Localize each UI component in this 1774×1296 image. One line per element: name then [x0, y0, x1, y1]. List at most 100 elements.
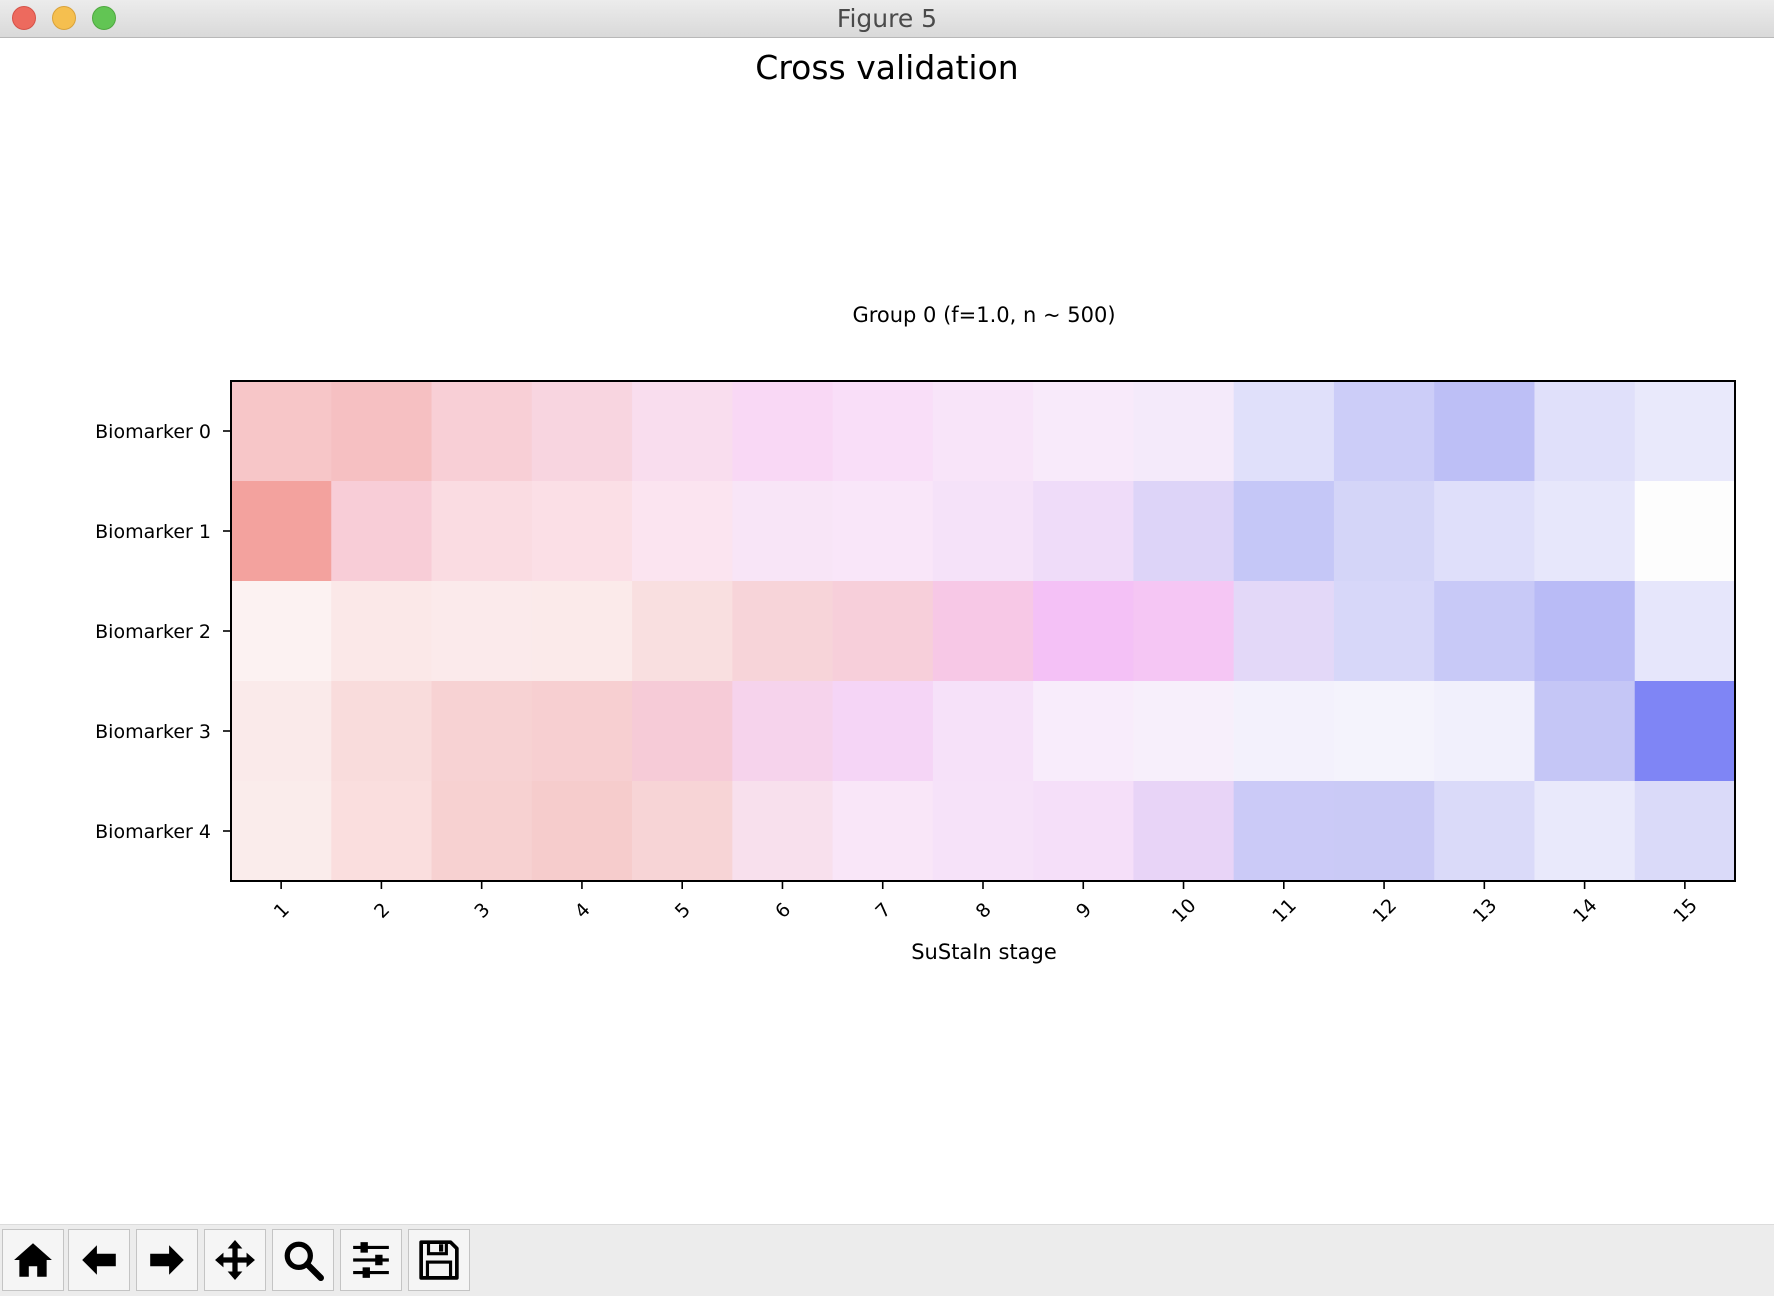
- x-axis: 1 2 3 4 5 6 7 8 9 10 11 12 13 14 15: [270, 881, 1702, 927]
- heatmap-cell: [431, 581, 533, 682]
- heatmap-cell: [1233, 581, 1335, 682]
- save-button[interactable]: [408, 1229, 470, 1291]
- heatmap-cell: [1033, 781, 1134, 882]
- arrow-right-icon: [150, 1245, 184, 1275]
- heatmap-cell: [231, 781, 332, 882]
- heatmap-cell: [531, 381, 633, 482]
- y-tick-label: Biomarker 0: [95, 421, 211, 443]
- heatmap-cell: [1033, 581, 1134, 682]
- x-tick-label: 3: [470, 899, 494, 923]
- home-icon: [14, 1243, 52, 1277]
- heatmap-cell: [231, 581, 332, 682]
- heatmap-cells: [231, 381, 1736, 882]
- heatmap-cell: [632, 581, 733, 682]
- heatmap-cell: [632, 781, 733, 882]
- heatmap-cell: [1534, 781, 1636, 882]
- heatmap-cell: [531, 681, 633, 782]
- heatmap-cell: [1033, 381, 1134, 482]
- heatmap-cell: [531, 581, 633, 682]
- heatmap-cell: [732, 581, 834, 682]
- heatmap-cell: [1233, 781, 1335, 882]
- home-button[interactable]: [2, 1229, 64, 1291]
- heatmap-cell: [431, 781, 533, 882]
- heatmap-cell: [1033, 681, 1134, 782]
- heatmap-cell: [1634, 681, 1736, 782]
- heatmap-cell: [1434, 381, 1535, 482]
- heatmap-cell: [1133, 581, 1235, 682]
- x-tick-label: 7: [871, 899, 895, 923]
- x-tick-label: 8: [972, 899, 996, 923]
- heatmap-cell: [932, 681, 1034, 782]
- figure-canvas: Cross validation Group 0 (f=1.0, n ~ 500…: [0, 38, 1774, 1224]
- sliders-icon: [353, 1242, 389, 1278]
- x-tick-label: 11: [1268, 894, 1301, 927]
- heatmap-cell: [1133, 381, 1235, 482]
- heatmap-cell: [1534, 581, 1636, 682]
- heatmap-cell: [1434, 481, 1535, 582]
- arrow-left-icon: [82, 1245, 116, 1275]
- heatmap-cell: [632, 681, 733, 782]
- heatmap-cell: [331, 381, 433, 482]
- heatmap-cell: [231, 481, 332, 582]
- heatmap-cell: [1333, 781, 1435, 882]
- heatmap-cell: [1434, 781, 1535, 882]
- heatmap-cell: [231, 681, 332, 782]
- heatmap-cell: [832, 481, 934, 582]
- heatmap-cell: [1634, 781, 1736, 882]
- zoom-button[interactable]: [272, 1229, 334, 1291]
- heatmap-cell: [832, 781, 934, 882]
- heatmap-cell: [1033, 481, 1134, 582]
- configure-subplots-button[interactable]: [340, 1229, 402, 1291]
- back-button[interactable]: [68, 1229, 130, 1291]
- maximize-window-button[interactable]: [92, 6, 116, 30]
- heatmap-cell: [1333, 381, 1435, 482]
- heatmap-cell: [1333, 581, 1435, 682]
- heatmap-cell: [932, 381, 1034, 482]
- y-tick-label: Biomarker 4: [95, 821, 211, 843]
- x-tick-label: 1: [270, 899, 294, 923]
- x-tick-label: 10: [1168, 894, 1201, 927]
- heatmap-cell: [1434, 681, 1535, 782]
- heatmap-cell: [1133, 781, 1235, 882]
- heatmap-cell: [1634, 481, 1736, 582]
- heatmap-cell: [732, 781, 834, 882]
- floppy-icon: [419, 1240, 459, 1280]
- heatmap-cell: [331, 681, 433, 782]
- heatmap-cell: [932, 481, 1034, 582]
- heatmap-cell: [1333, 481, 1435, 582]
- heatmap-cell: [231, 381, 332, 482]
- heatmap-cell: [1634, 381, 1736, 482]
- heatmap-chart: Cross validation Group 0 (f=1.0, n ~ 500…: [95, 48, 1736, 964]
- forward-button[interactable]: [136, 1229, 198, 1291]
- window-title: Figure 5: [836, 4, 938, 33]
- heatmap-cell: [1233, 381, 1335, 482]
- y-tick-label: Biomarker 3: [95, 721, 211, 743]
- heatmap-cell: [1434, 581, 1535, 682]
- heatmap-cell: [932, 781, 1034, 882]
- x-tick-label: 6: [771, 899, 795, 923]
- y-tick-label: Biomarker 2: [95, 621, 211, 643]
- heatmap-cell: [1534, 481, 1636, 582]
- heatmap-cell: [1133, 681, 1235, 782]
- x-tick-label: 15: [1669, 894, 1702, 927]
- x-tick-label: 2: [370, 899, 394, 923]
- heatmap-cell: [832, 581, 934, 682]
- minimize-window-button[interactable]: [52, 6, 76, 30]
- heatmap-cell: [431, 481, 533, 582]
- heatmap-cell: [1233, 481, 1335, 582]
- heatmap-cell: [1534, 381, 1636, 482]
- heatmap-cell: [331, 481, 433, 582]
- x-tick-label: 13: [1469, 894, 1502, 927]
- heatmap-cell: [732, 381, 834, 482]
- heatmap-cell: [331, 581, 433, 682]
- navigation-toolbar: [0, 1224, 1774, 1296]
- heatmap-cell: [832, 681, 934, 782]
- x-tick-label: 9: [1072, 899, 1096, 923]
- close-window-button[interactable]: [12, 6, 36, 30]
- heatmap-cell: [732, 481, 834, 582]
- x-tick-label: 14: [1569, 894, 1602, 927]
- heatmap-cell: [531, 481, 633, 582]
- move-icon: [215, 1240, 255, 1280]
- pan-button[interactable]: [204, 1229, 266, 1291]
- y-tick-label: Biomarker 1: [95, 521, 211, 543]
